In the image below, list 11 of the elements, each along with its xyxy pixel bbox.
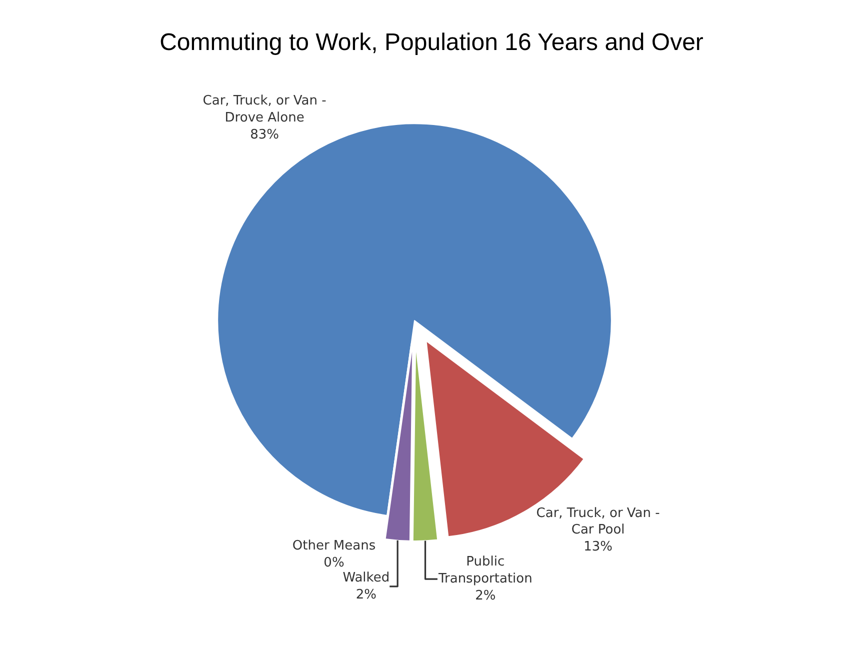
slice-label: Car, Truck, or Van - Car Pool	[536, 506, 660, 538]
data-label: 13%	[584, 540, 613, 555]
category-label: Other Means	[292, 538, 376, 554]
chart-title: Commuting to Work, Population 16 Years and Over	[160, 29, 704, 56]
data-label: 83%	[250, 127, 280, 142]
slice-label: Public Transportation	[437, 554, 532, 587]
slice-label: Car, Truck, or Van - Drove Alone	[202, 94, 327, 126]
slice-label: Walked	[342, 570, 390, 586]
data-label: 2%	[356, 587, 376, 602]
data-label: 2%	[475, 588, 496, 604]
text: 0%	[324, 555, 344, 570]
